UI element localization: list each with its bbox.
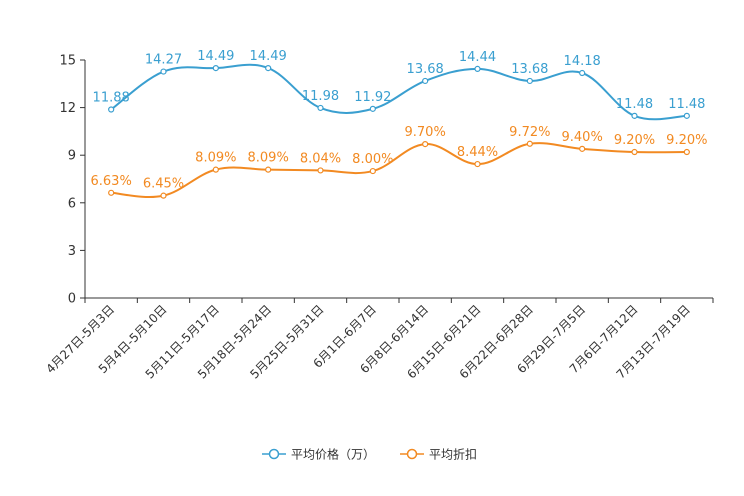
data-point xyxy=(265,166,272,173)
data-point xyxy=(422,140,429,148)
legend-marker-2 xyxy=(406,448,418,460)
data-label: 14.49 xyxy=(197,49,234,64)
data-label: 9.72% xyxy=(509,125,550,140)
data-label: 9.40% xyxy=(562,130,603,145)
data-point xyxy=(631,112,638,119)
data-label: 14.49 xyxy=(250,49,287,64)
data-point xyxy=(317,167,324,174)
data-point xyxy=(317,104,324,112)
data-point xyxy=(683,148,690,156)
legend-label-2[interactable]: 平均折扣 xyxy=(429,447,477,462)
data-point xyxy=(526,140,533,147)
data-point xyxy=(631,148,638,156)
series-line-2 xyxy=(111,142,687,199)
y-tick-label: 6 xyxy=(68,196,76,211)
data-point xyxy=(160,68,167,75)
data-label: 11.88 xyxy=(93,91,130,106)
data-label: 9.70% xyxy=(405,125,446,140)
data-point xyxy=(212,64,219,72)
data-label: 14.18 xyxy=(564,54,601,69)
data-label: 8.09% xyxy=(248,151,289,166)
data-point xyxy=(160,192,167,199)
y-tick-label: 15 xyxy=(59,54,76,69)
data-label: 8.44% xyxy=(457,145,498,160)
data-label: 13.68 xyxy=(511,62,548,77)
data-label: 9.20% xyxy=(666,133,707,148)
data-label: 13.68 xyxy=(407,62,444,77)
data-point xyxy=(108,189,115,196)
data-label: 11.48 xyxy=(668,97,705,112)
data-label: 8.00% xyxy=(352,152,393,167)
data-label: 14.44 xyxy=(459,50,496,65)
y-tick-label: 12 xyxy=(59,101,76,116)
data-point xyxy=(108,106,115,113)
data-point xyxy=(212,166,219,173)
y-tick-label: 3 xyxy=(68,244,76,259)
legend-label-1[interactable]: 平均价格（万） xyxy=(291,447,375,462)
data-point xyxy=(369,167,376,175)
data-point xyxy=(474,65,481,72)
data-label: 11.92 xyxy=(354,90,391,105)
data-label: 6.45% xyxy=(143,177,184,192)
data-point xyxy=(683,112,690,119)
data-label: 11.98 xyxy=(302,89,339,104)
data-point xyxy=(422,77,429,85)
data-point xyxy=(474,160,481,168)
y-tick-label: 9 xyxy=(68,149,76,164)
data-label: 14.27 xyxy=(145,53,182,68)
series-line-1 xyxy=(110,63,687,121)
data-label: 8.04% xyxy=(300,151,341,166)
data-point xyxy=(579,69,586,77)
data-label: 9.20% xyxy=(614,133,655,148)
data-point xyxy=(579,145,586,152)
data-label: 6.63% xyxy=(91,174,132,189)
data-point xyxy=(265,64,272,72)
data-point xyxy=(526,77,533,85)
data-label: 8.09% xyxy=(195,151,236,166)
data-point xyxy=(369,105,376,112)
y-tick-label: 0 xyxy=(68,292,76,307)
legend-marker-1 xyxy=(268,448,280,460)
data-label: 11.48 xyxy=(616,97,653,112)
